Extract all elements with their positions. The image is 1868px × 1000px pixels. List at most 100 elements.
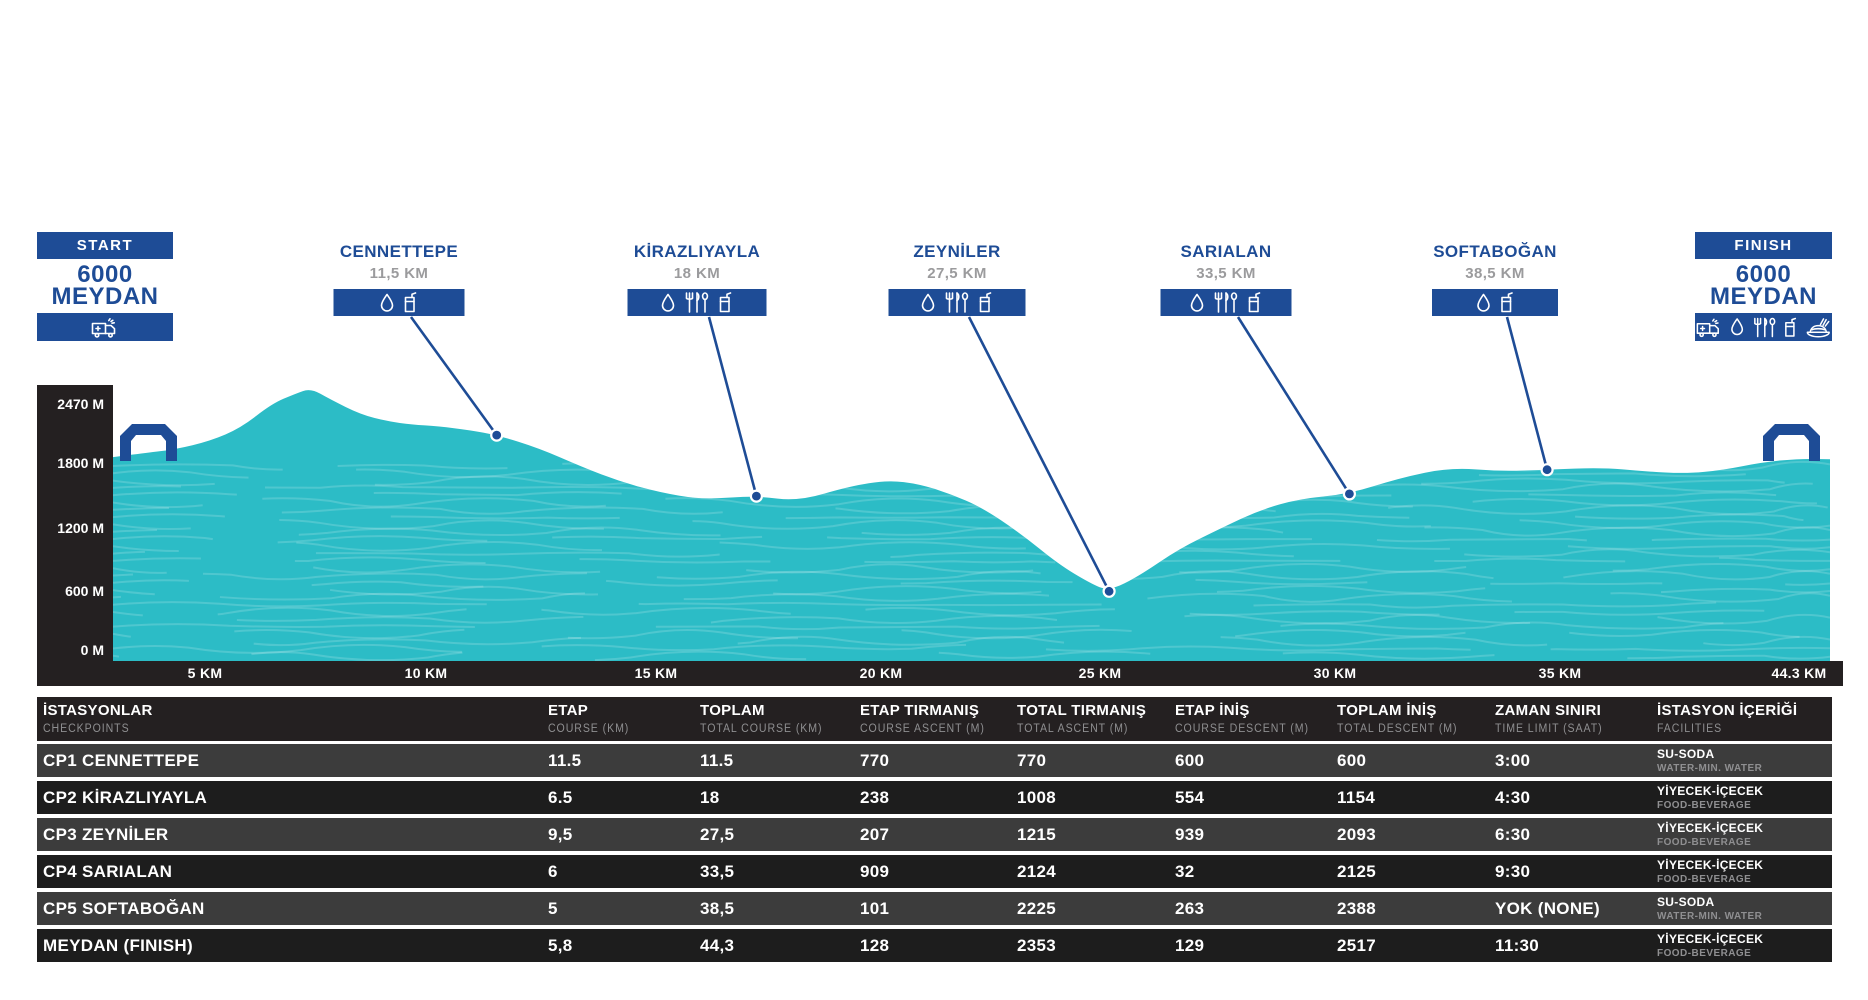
cup-icon — [1248, 292, 1261, 313]
elevation-tick-label: 600 M — [65, 583, 104, 599]
facility-main: SU-SODA — [1657, 895, 1715, 909]
water-drop-icon — [1476, 293, 1490, 312]
value-cell: 101 — [860, 899, 890, 918]
terrain-area — [113, 390, 1830, 661]
facility-main: YİYECEK-İÇECEK — [1657, 784, 1764, 798]
value-cell: 2225 — [1017, 899, 1057, 918]
checkpoint-group: KİRAZLIYAYLA 18 KM — [627, 242, 767, 316]
value-cell: 2093 — [1337, 825, 1377, 844]
value-cell: 263 — [1175, 899, 1205, 918]
distance-tick-label: 35 KM — [1538, 665, 1582, 681]
facility-main: YİYECEK-İÇECEK — [1657, 821, 1764, 835]
value-cell: 6 — [548, 862, 558, 881]
checkpoint-leader-line — [1505, 316, 1549, 471]
column-subtitle: COURSE DESCENT (M) — [1175, 723, 1309, 735]
value-cell: 939 — [1175, 825, 1205, 844]
finish-badge: FINISH — [1695, 232, 1832, 259]
cup-icon — [979, 292, 992, 313]
finish-badge-label: FINISH — [1734, 237, 1793, 254]
checkpoint-facilities-badge — [627, 289, 767, 316]
value-cell: 32 — [1175, 862, 1195, 881]
value-cell: 2388 — [1337, 899, 1377, 918]
finish-title-line1: 6000 — [1735, 261, 1792, 288]
column-subtitle: COURSE ASCENT (M) — [860, 723, 985, 735]
cup-icon — [404, 292, 417, 313]
value-cell: 2517 — [1337, 936, 1377, 955]
water-drop-icon — [1190, 293, 1204, 312]
elevation-tick-label: 1200 M — [57, 520, 104, 536]
column-subtitle: TIME LIMIT (SAAT) — [1495, 723, 1603, 735]
table-header-cell: TOPLAM TOTAL COURSE (KM) — [694, 697, 854, 741]
table-row: MEYDAN (FINISH) 5,8 44,3 128 2353 129 2517 11:3… — [37, 929, 1832, 962]
checkpoint-table: İSTASYONLAR CHECKPOINTS ETAP COURSE (KM) TOP… — [37, 697, 1832, 966]
table-row: CP3 ZEYNİLER 9,5 27,5 207 1215 939 2093 6:30 YİY… — [37, 818, 1832, 851]
checkpoint-distance: 11,5 KM — [369, 265, 429, 282]
table-header-cell: TOTAL TIRMANIŞ TOTAL ASCENT (M) — [1011, 697, 1169, 741]
checkpoint-leader-line — [967, 316, 1111, 592]
value-cell: 207 — [860, 825, 890, 844]
checkpoint-marker-dot — [490, 428, 504, 442]
value-cell: 5 — [548, 899, 558, 918]
column-subtitle: TOTAL DESCENT (M) — [1337, 723, 1458, 735]
terrain-texture — [113, 460, 1830, 661]
table-header-cell: İSTASYONLAR CHECKPOINTS — [37, 697, 542, 741]
column-subtitle: COURSE (KM) — [548, 723, 630, 735]
checkpoint-name: SOFTABOĞAN — [1433, 242, 1557, 261]
cutlery-icon — [1753, 317, 1776, 337]
table-header-cell: TOPLAM İNİŞ TOTAL DESCENT (M) — [1331, 697, 1489, 741]
value-cell: 238 — [860, 788, 890, 807]
checkpoint-distance: 27,5 KM — [927, 265, 987, 282]
ambulance-icon — [91, 317, 116, 338]
start-group: START 6000 MEYDAN — [37, 232, 173, 341]
value-cell: 44,3 — [700, 936, 735, 955]
start-title-line2: MEYDAN — [51, 283, 159, 310]
table-header-cell: ETAP TIRMANIŞ COURSE ASCENT (M) — [854, 697, 1011, 741]
checkpoint-facilities-badge — [888, 289, 1026, 316]
distance-tick-label: 20 KM — [859, 665, 903, 681]
value-cell: 1154 — [1337, 788, 1376, 807]
value-cell: 129 — [1175, 936, 1205, 955]
checkpoint-group: ZEYNİLER 27,5 KM — [888, 242, 1026, 316]
distance-tick-label: 10 KM — [404, 665, 448, 681]
checkpoint-leader-line — [1236, 316, 1351, 495]
value-cell: 9:30 — [1495, 862, 1531, 881]
column-title: ZAMAN SINIRI — [1495, 702, 1602, 719]
value-cell: 128 — [860, 936, 890, 955]
checkpoint-facilities-badge — [1432, 289, 1558, 316]
start-location: 6000 MEYDAN — [37, 263, 173, 310]
facility-main: YİYECEK-İÇECEK — [1657, 932, 1764, 946]
elevation-tick-label: 1800 M — [57, 455, 104, 471]
table-body: CP1 CENNETTEPE 11.5 11.5 770 770 600 600 3:00 SU… — [37, 744, 1832, 962]
table-header-cell: ETAP COURSE (KM) — [542, 697, 694, 741]
distance-axis: 5 KM 10 KM 15 KM 20 KM 25 KM 30 KM 35 KM 44.3 K… — [37, 661, 1843, 686]
finish-gate-icon — [1763, 424, 1820, 461]
distance-tick-label: 5 KM — [187, 665, 223, 681]
elevation-axis: 2470 M 1800 M 1200 M 600 M 0 M — [37, 385, 113, 686]
water-drop-icon — [380, 293, 394, 312]
value-cell: 4:30 — [1495, 788, 1531, 807]
water-drop-icon — [921, 293, 935, 312]
ambulance-icon — [1696, 317, 1719, 337]
distance-tick-label: 30 KM — [1313, 665, 1357, 681]
value-cell: 600 — [1175, 751, 1205, 770]
facility-cell: YİYECEK-İÇECEK FOOD-BEVERAGE — [1651, 855, 1832, 888]
value-cell: 11:30 — [1495, 936, 1540, 955]
facility-sub: WATER-MIN. WATER — [1657, 762, 1763, 774]
checkpoint-facilities-badge — [333, 289, 465, 316]
table-header-cell: İSTASYON İÇERİĞİ FACILITIES — [1651, 697, 1832, 741]
finish-title-line2: MEYDAN — [1709, 283, 1817, 310]
checkpoint-name: CENNETTEPE — [339, 242, 459, 261]
column-title: ETAP — [548, 702, 589, 719]
cup-icon — [719, 292, 732, 313]
table-header-cell: ZAMAN SINIRI TIME LIMIT (SAAT) — [1489, 697, 1651, 741]
cutlery-icon — [1214, 292, 1238, 313]
column-title: İSTASYON İÇERİĞİ — [1657, 702, 1798, 719]
facility-sub: WATER-MIN. WATER — [1657, 910, 1763, 922]
value-cell: 2124 — [1017, 862, 1057, 881]
facility-cell: YİYECEK-İÇECEK FOOD-BEVERAGE — [1651, 781, 1832, 814]
value-cell: 11.5 — [700, 751, 734, 770]
facility-cell: SU-SODA WATER-MIN. WATER — [1651, 892, 1832, 925]
checkpoint-marker-dot — [749, 489, 764, 503]
value-cell: 770 — [1017, 751, 1047, 770]
